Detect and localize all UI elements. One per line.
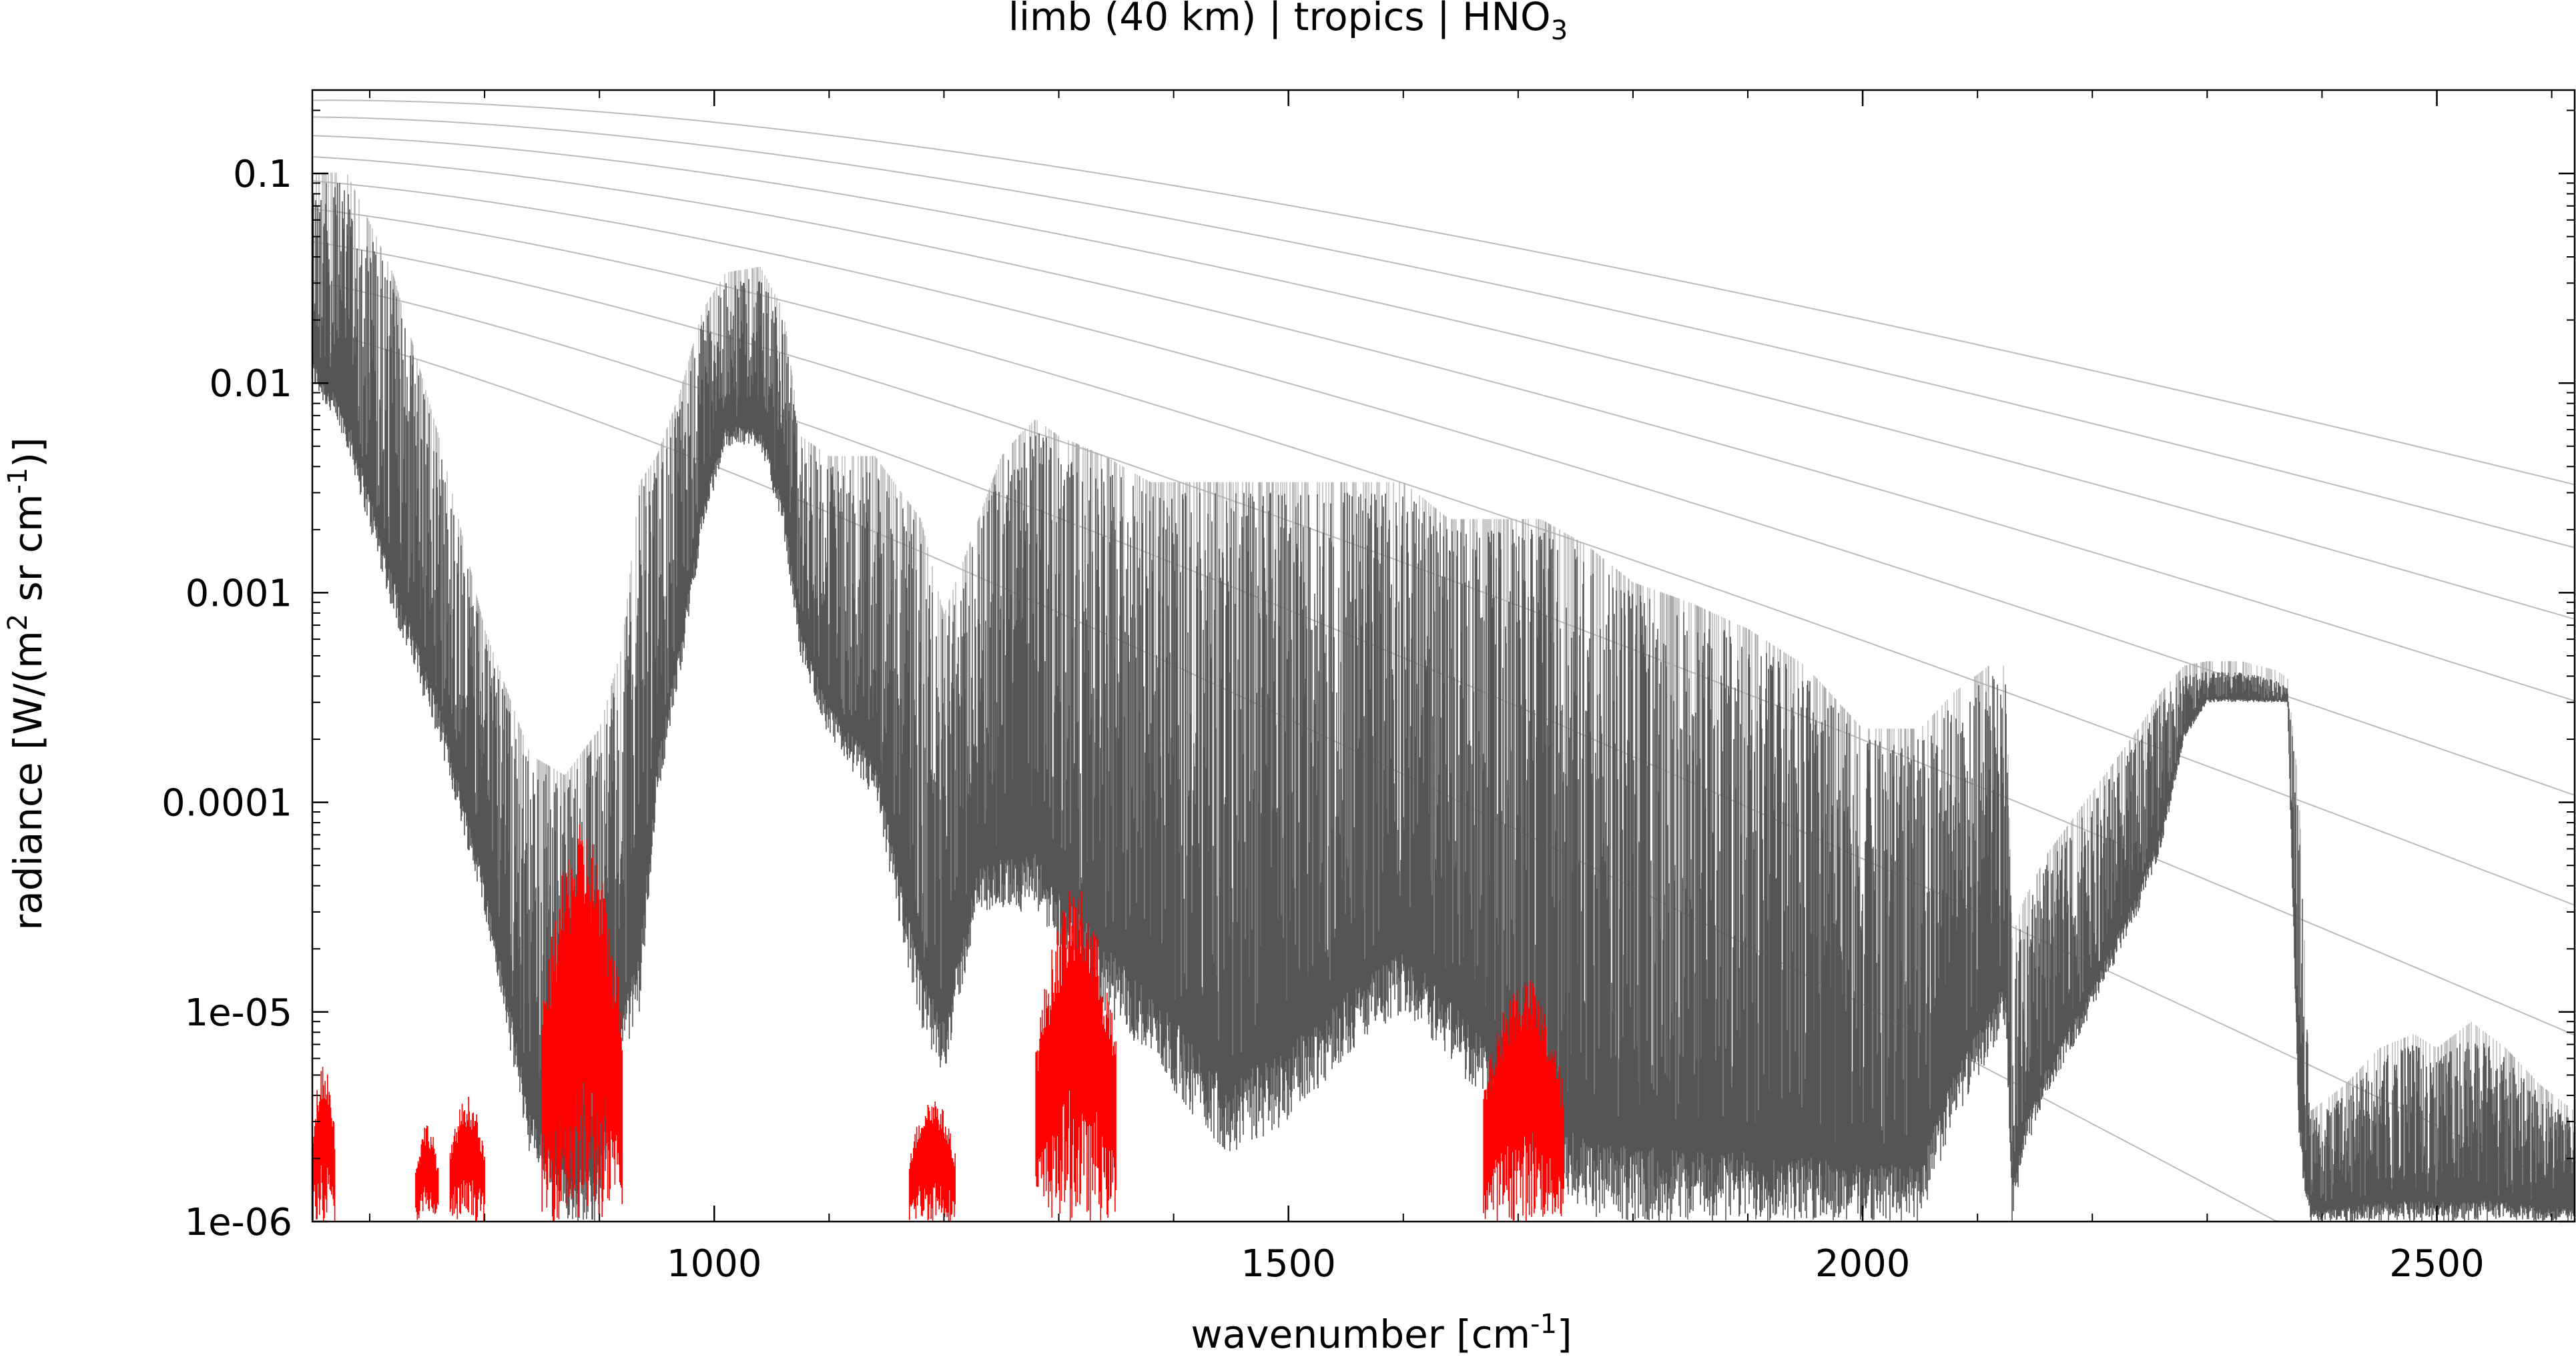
x-tick-label: 1500	[1241, 1242, 1336, 1286]
planck-curve-320k	[312, 116, 2575, 548]
hno3-band-5	[909, 1101, 956, 1222]
planck-curve-300k	[312, 135, 2575, 620]
x-tick-labels: 1000 1500 2000 2500	[667, 1242, 2485, 1286]
planck-curve-240k	[312, 208, 2575, 906]
y-tick-label: 0.01	[209, 362, 292, 406]
hno3-contribution-series	[312, 824, 1564, 1222]
hno3-band-7	[1483, 980, 1564, 1222]
planck-curves-layer	[312, 99, 2575, 1222]
hno3-band-1	[312, 1067, 336, 1222]
y-tick-label: 0.0001	[162, 782, 292, 825]
y-tick-labels: 0.1 0.01 0.001 0.0001 1e-05 1e-06	[162, 153, 292, 1244]
total-radiance-upper-lines	[316, 172, 2573, 1200]
y-tick-label: 0.001	[186, 572, 292, 615]
chart-title: limb (40 km) | tropics | HNO3	[1008, 0, 1568, 46]
hno3-band-6	[1035, 891, 1116, 1222]
hno3-band-4	[541, 824, 623, 1222]
planck-curve-280k	[312, 156, 2575, 702]
planck-curve-260k	[312, 180, 2575, 796]
x-tick-label: 1000	[667, 1242, 762, 1286]
total-radiance-lines	[312, 183, 2575, 1222]
axis-ticks	[312, 90, 2575, 1223]
y-tick-label: 1e-06	[184, 1201, 292, 1244]
x-tick-label: 2000	[1815, 1242, 1911, 1286]
x-axis-title: wavenumber [cm-1]	[1191, 1309, 1572, 1357]
y-axis-title: radiance [W/(m2 sr cm-1)]	[3, 437, 51, 930]
total-radiance-series	[312, 172, 2575, 1222]
y-tick-label: 1e-05	[184, 991, 292, 1035]
hno3-band-2	[415, 1125, 439, 1220]
planck-curve-340k	[312, 99, 2575, 486]
x-tick-label: 2500	[2389, 1242, 2485, 1286]
y-tick-label: 0.1	[233, 153, 292, 196]
hno3-band-3	[449, 1096, 485, 1222]
